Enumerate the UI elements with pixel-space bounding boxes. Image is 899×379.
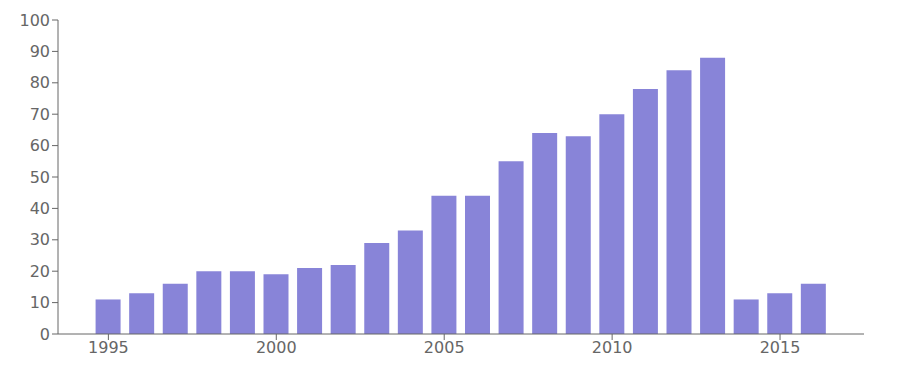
svg-text:40: 40 [30,199,50,218]
svg-text:60: 60 [30,136,50,155]
svg-text:1995: 1995 [88,338,129,357]
svg-text:100: 100 [19,11,50,30]
svg-text:2015: 2015 [760,338,801,357]
svg-text:30: 30 [30,230,50,249]
svg-text:2005: 2005 [424,338,465,357]
svg-text:50: 50 [30,168,50,187]
svg-text:80: 80 [30,73,50,92]
svg-text:70: 70 [30,105,50,124]
svg-text:10: 10 [30,293,50,312]
svg-text:2000: 2000 [256,338,297,357]
svg-text:0: 0 [40,325,50,344]
svg-text:20: 20 [30,262,50,281]
svg-text:90: 90 [30,42,50,61]
svg-text:2010: 2010 [592,338,633,357]
